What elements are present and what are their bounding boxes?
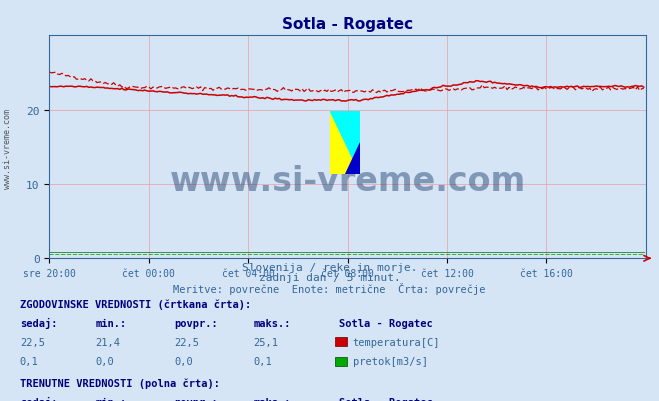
Text: min.:: min.: bbox=[96, 397, 127, 401]
Text: www.si-vreme.com: www.si-vreme.com bbox=[169, 164, 526, 197]
Text: Sotla - Rogatec: Sotla - Rogatec bbox=[339, 397, 433, 401]
Text: povpr.:: povpr.: bbox=[175, 397, 218, 401]
Text: 22,5: 22,5 bbox=[175, 337, 200, 347]
Text: 22,5: 22,5 bbox=[20, 337, 45, 347]
Text: 21,4: 21,4 bbox=[96, 337, 121, 347]
Text: maks.:: maks.: bbox=[254, 318, 291, 328]
Text: 0,1: 0,1 bbox=[254, 356, 272, 367]
Text: Meritve: povrečne  Enote: metrične  Črta: povrečje: Meritve: povrečne Enote: metrične Črta: … bbox=[173, 282, 486, 294]
Polygon shape bbox=[330, 112, 360, 174]
Text: povpr.:: povpr.: bbox=[175, 318, 218, 328]
Text: Sotla - Rogatec: Sotla - Rogatec bbox=[339, 318, 433, 328]
Text: min.:: min.: bbox=[96, 318, 127, 328]
Text: www.si-vreme.com: www.si-vreme.com bbox=[3, 108, 13, 188]
Text: ZGODOVINSKE VREDNOSTI (črtkana črta):: ZGODOVINSKE VREDNOSTI (črtkana črta): bbox=[20, 298, 251, 309]
Text: 0,0: 0,0 bbox=[96, 356, 114, 367]
Text: sedaj:: sedaj: bbox=[20, 317, 57, 328]
Text: temperatura[C]: temperatura[C] bbox=[353, 337, 440, 347]
Text: 25,1: 25,1 bbox=[254, 337, 279, 347]
Polygon shape bbox=[330, 112, 360, 174]
Text: maks.:: maks.: bbox=[254, 397, 291, 401]
Text: Slovenija / reke in morje.: Slovenija / reke in morje. bbox=[242, 262, 417, 272]
Text: sedaj:: sedaj: bbox=[20, 396, 57, 401]
Text: TRENUTNE VREDNOSTI (polna črta):: TRENUTNE VREDNOSTI (polna črta): bbox=[20, 377, 219, 388]
Text: 0,0: 0,0 bbox=[175, 356, 193, 367]
Text: 0,1: 0,1 bbox=[20, 356, 38, 367]
Polygon shape bbox=[345, 143, 360, 174]
Title: Sotla - Rogatec: Sotla - Rogatec bbox=[282, 17, 413, 32]
Text: zadnji dan / 5 minut.: zadnji dan / 5 minut. bbox=[258, 273, 401, 283]
Text: pretok[m3/s]: pretok[m3/s] bbox=[353, 356, 428, 367]
